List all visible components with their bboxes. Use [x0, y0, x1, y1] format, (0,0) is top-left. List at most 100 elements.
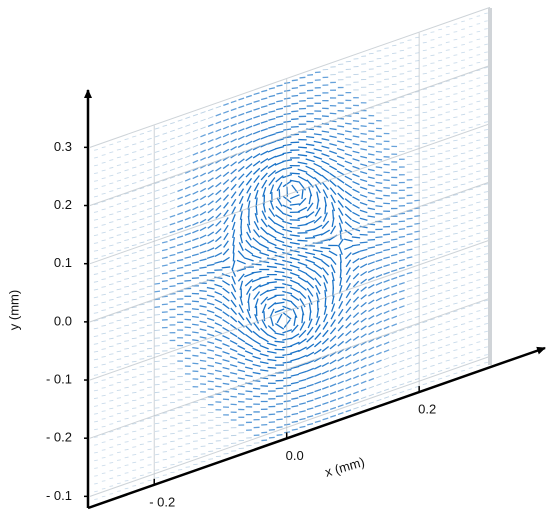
- vector-arrow: [139, 249, 145, 252]
- vector-arrow: [391, 362, 397, 366]
- vector-arrow: [147, 425, 152, 427]
- vector-arrow: [162, 466, 167, 469]
- vector-arrow: [244, 333, 253, 341]
- vector-arrow: [132, 430, 137, 433]
- vector-arrow: [101, 200, 106, 203]
- vector-arrow: [244, 358, 254, 363]
- vector-arrow: [352, 312, 360, 319]
- vector-arrow: [453, 248, 458, 251]
- vector-arrow: [368, 346, 375, 351]
- vector-arrow: [185, 458, 191, 461]
- vector-arrow: [116, 234, 122, 236]
- vector-arrow: [453, 294, 458, 297]
- vector-arrow: [266, 281, 277, 284]
- vector-arrow: [93, 319, 99, 322]
- vector-arrow: [468, 118, 473, 121]
- vector-arrow: [422, 336, 428, 339]
- grid-line: [89, 65, 491, 206]
- vector-arrow: [430, 109, 435, 111]
- vector-arrow: [453, 69, 458, 72]
- vector-arrow: [468, 250, 473, 253]
- vector-arrow: [176, 266, 184, 270]
- vector-arrow: [445, 212, 451, 214]
- vector-arrow: [398, 274, 405, 278]
- vector-arrow: [147, 176, 152, 179]
- vector-arrow: [437, 222, 443, 225]
- vector-arrow: [139, 296, 145, 298]
- vector-arrow: [192, 136, 199, 140]
- vector-arrow: [453, 225, 458, 227]
- vector-arrow: [460, 183, 466, 186]
- vector-arrow: [214, 338, 223, 342]
- vector-arrow: [476, 61, 481, 64]
- vector-arrow: [169, 285, 176, 288]
- vector-arrow: [437, 354, 443, 357]
- vector-arrow: [453, 38, 458, 41]
- y-tick-label: 0.0: [54, 313, 72, 328]
- vector-arrow: [93, 249, 99, 252]
- vector-arrow: [359, 241, 368, 244]
- vector-arrow: [298, 290, 307, 300]
- vector-arrow: [429, 248, 436, 251]
- vector-arrow: [176, 251, 184, 254]
- vector-arrow: [476, 341, 481, 343]
- vector-arrow: [139, 420, 145, 422]
- vector-arrow: [131, 236, 137, 239]
- vector-arrow: [147, 402, 152, 404]
- vector-arrow: [398, 251, 405, 254]
- vector-arrow: [139, 132, 145, 135]
- vector-arrow: [252, 284, 261, 292]
- vector-arrow: [345, 393, 352, 398]
- vector-arrow: [314, 420, 321, 423]
- vector-arrow: [360, 309, 367, 316]
- vector-arrow: [200, 134, 206, 138]
- vector-arrow: [445, 80, 450, 82]
- vector-arrow: [468, 87, 473, 90]
- vector-arrow: [176, 243, 184, 247]
- vector-arrow: [185, 147, 191, 151]
- vector-arrow: [375, 197, 383, 200]
- vector-arrow: [124, 270, 130, 273]
- vector-arrow: [422, 375, 428, 378]
- vector-arrow: [116, 420, 122, 423]
- vector-arrow: [468, 281, 473, 284]
- vector-arrow: [305, 172, 315, 180]
- vector-arrow: [367, 253, 375, 258]
- vector-arrow: [237, 128, 245, 133]
- vector-arrow: [214, 298, 223, 304]
- vector-arrow: [131, 166, 137, 169]
- vector-arrow: [207, 325, 215, 329]
- vector-arrow: [232, 252, 235, 262]
- vector-arrow: [237, 361, 246, 365]
- vector-arrow: [399, 375, 405, 378]
- vector-arrow: [139, 412, 145, 415]
- vector-arrow: [484, 361, 488, 364]
- vector-arrow: [276, 181, 283, 192]
- vector-arrow: [322, 329, 329, 338]
- vector-arrow: [244, 272, 254, 278]
- vector-arrow: [237, 353, 246, 358]
- grid-line: [89, 239, 491, 381]
- vector-arrow: [407, 380, 412, 383]
- vector-arrow: [483, 160, 489, 162]
- vector-arrow: [260, 143, 269, 148]
- vector-arrow: [337, 372, 345, 377]
- vector-arrow: [453, 93, 458, 95]
- vector-arrow: [131, 275, 137, 278]
- vector-arrow: [191, 300, 199, 303]
- vector-arrow: [399, 42, 405, 44]
- vector-arrow: [184, 256, 192, 259]
- vector-arrow: [109, 446, 114, 449]
- vector-arrow: [276, 107, 284, 111]
- vector-arrow: [93, 381, 99, 384]
- vector-arrow: [468, 25, 473, 28]
- vector-arrow: [116, 218, 122, 221]
- vector-arrow: [359, 194, 368, 198]
- vector-arrow: [266, 342, 277, 347]
- vector-arrow: [290, 349, 300, 355]
- vector-arrow: [398, 235, 406, 238]
- vector-arrow: [147, 184, 152, 187]
- vector-arrow: [438, 44, 443, 46]
- vector-arrow: [368, 137, 375, 140]
- vector-arrow: [460, 98, 466, 100]
